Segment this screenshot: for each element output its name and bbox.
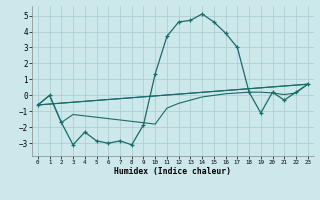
X-axis label: Humidex (Indice chaleur): Humidex (Indice chaleur) xyxy=(114,167,231,176)
